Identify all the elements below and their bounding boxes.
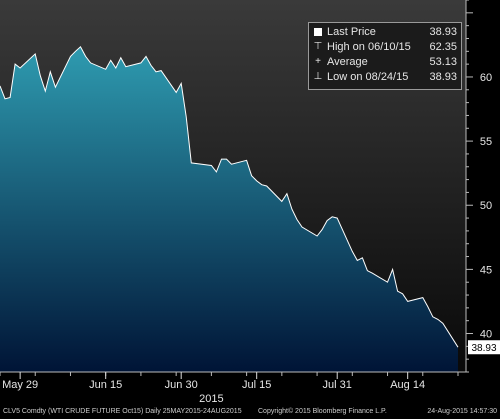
footer-timestamp: 24-Aug-2015 14:57:30 xyxy=(427,408,497,415)
low-marker-icon: ⊥ xyxy=(313,71,323,82)
last-price-marker xyxy=(468,340,500,355)
average-marker-icon: + xyxy=(315,56,321,67)
y-tick-label: 50 xyxy=(480,200,492,212)
price-area xyxy=(0,46,458,373)
price-line xyxy=(0,46,459,348)
last-price-swatch-icon xyxy=(312,25,324,41)
x-tick-label: Jun 15 xyxy=(89,379,122,391)
x-tick-label: Jul 31 xyxy=(323,379,352,391)
legend-value: 62.35 xyxy=(429,41,457,53)
legend-label: High on 06/10/15 xyxy=(327,41,411,53)
y-tick-label: 40 xyxy=(480,329,492,341)
footer-copyright: Copyright© 2015 Bloomberg Finance L.P. xyxy=(258,408,387,415)
y-axis-band xyxy=(466,0,500,404)
legend-label: Last Price xyxy=(327,26,376,38)
legend-row-low: ⊥ Low on 08/24/15 38.93 xyxy=(309,70,461,84)
y-tick-label: 45 xyxy=(480,264,492,276)
x-tick-label: Jul 15 xyxy=(242,379,271,391)
y-tick-label: 60 xyxy=(480,72,492,84)
last-price-label: 38.93 xyxy=(471,343,496,354)
x-axis-year-label: 2015 xyxy=(199,393,223,404)
footer-bar: CLV5 Comdty (WTI CRUDE FUTURE Oct15) Dai… xyxy=(0,404,500,419)
legend-value: 53.13 xyxy=(429,56,457,68)
legend-row-high: ⊤ High on 06/10/15 62.35 xyxy=(309,40,461,54)
y-tick-label: 55 xyxy=(480,136,492,148)
legend-row-average: + Average 53.13 xyxy=(309,55,461,69)
legend-label: Average xyxy=(327,56,368,68)
high-marker-icon: ⊤ xyxy=(313,41,323,52)
legend-label: Low on 08/24/15 xyxy=(327,71,409,83)
x-axis-band xyxy=(0,372,500,404)
x-tick-label: Jun 30 xyxy=(165,379,198,391)
legend-value: 38.93 xyxy=(429,71,457,83)
legend-box: Last Price 38.93 ⊤ High on 06/10/15 62.3… xyxy=(308,22,462,90)
footer-security: CLV5 Comdty (WTI CRUDE FUTURE Oct15) Dai… xyxy=(3,408,242,415)
x-tick-label: May 29 xyxy=(2,379,38,391)
legend-row-last-price: Last Price 38.93 xyxy=(309,25,461,39)
legend-value: 38.93 xyxy=(429,26,457,38)
x-tick-label: Aug 14 xyxy=(390,379,425,391)
